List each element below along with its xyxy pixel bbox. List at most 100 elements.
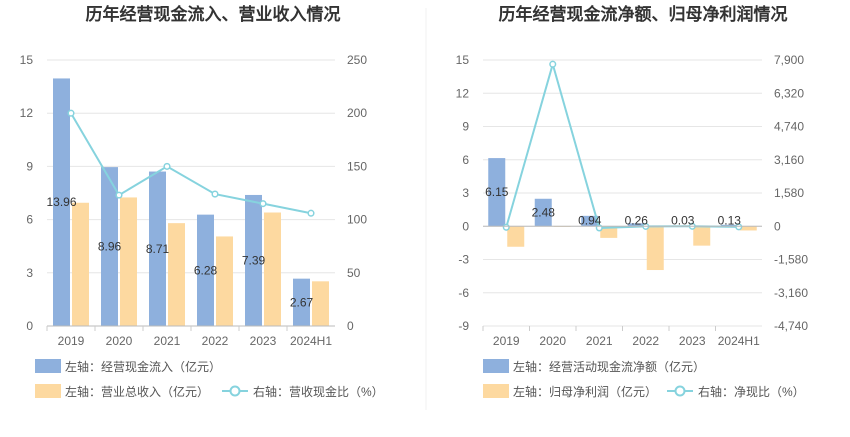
legend-swatch-net-cash-ratio-marker xyxy=(674,385,686,397)
left-axis-tick-label: 0 xyxy=(462,219,469,233)
ratio-line xyxy=(70,112,312,215)
legend-swatch-net-cash-flow xyxy=(483,359,509,373)
chart-left: 历年经营现金流入、营业收入情况 0 3 6 9 12 15 0 50 100 150 200 250… xyxy=(20,4,384,399)
chart-right-legend: 左轴：经营活动现金流净额（亿元） 左轴：归母净利润（亿元） 右轴：净现比（%） xyxy=(483,359,805,399)
left-axis-tick-label: 9 xyxy=(26,159,33,173)
x-tick-label: 2023 xyxy=(679,334,706,348)
ratio-point-2022[interactable] xyxy=(211,190,219,198)
data-label-2021: 8.71 xyxy=(146,242,170,256)
right-axis-tick-label: 200 xyxy=(347,106,367,120)
bar-secondary-2024H1[interactable] xyxy=(739,226,757,231)
chart-right-data-labels: 6.15 2.48 0.94 0.26 0.03 0.13 xyxy=(485,185,741,227)
left-axis-tick-label: -3 xyxy=(458,253,469,267)
x-tick-label: 2020 xyxy=(106,334,133,348)
x-tick-label: 2020 xyxy=(539,334,566,348)
bar-primary-2022[interactable] xyxy=(627,223,645,227)
x-tick-label: 2021 xyxy=(154,334,181,348)
right-axis-tick-label: 4,740 xyxy=(774,120,804,134)
ratio-point-2024H1[interactable] xyxy=(307,209,315,217)
x-tick-label: 2022 xyxy=(632,334,659,348)
chart-left-right-axis: 0 50 100 150 200 250 xyxy=(347,53,367,333)
bar-secondary-2019[interactable] xyxy=(507,226,525,247)
bar-primary-2021[interactable] xyxy=(581,215,599,227)
bar-secondary-2023[interactable] xyxy=(264,212,281,326)
right-axis-tick-label: -3,160 xyxy=(774,286,808,300)
chart-left-legend: 左轴：经营现金流入（亿元） 左轴：营业总收入（亿元） 右轴：营收现金比（%） xyxy=(35,359,384,399)
ratio-point-2024H1[interactable] xyxy=(735,223,743,231)
bar-secondary-2022[interactable] xyxy=(216,236,233,326)
bar-secondary-2024H1[interactable] xyxy=(312,281,329,326)
bar-secondary-2021[interactable] xyxy=(168,223,185,326)
legend-item-cash-revenue-ratio[interactable]: 右轴：营收现金比（%） xyxy=(222,384,384,399)
data-label-2019: 6.15 xyxy=(485,185,509,199)
left-axis-tick-label: 15 xyxy=(20,53,34,67)
bar-primary-2024H1[interactable] xyxy=(293,278,310,326)
bar-primary-2020[interactable] xyxy=(534,198,552,227)
chart-left-bars xyxy=(53,78,329,327)
legend-label-net-profit: 左轴：归母净利润（亿元） xyxy=(513,384,657,399)
left-axis-tick-label: 0 xyxy=(26,319,33,333)
left-axis-tick-label: -6 xyxy=(458,286,469,300)
right-axis-tick-label: 1,580 xyxy=(774,186,804,200)
bar-secondary-2023[interactable] xyxy=(693,226,711,246)
ratio-point-2020[interactable] xyxy=(115,191,123,199)
legend-item-cash-inflow[interactable]: 左轴：经营现金流入（亿元） xyxy=(35,359,221,374)
ratio-point-2020[interactable] xyxy=(549,60,557,68)
right-axis-tick-label: 7,900 xyxy=(774,53,804,67)
left-axis-tick-label: 3 xyxy=(462,186,469,200)
legend-swatch-cash-revenue-ratio-marker xyxy=(229,385,241,397)
right-axis-tick-label: 0 xyxy=(774,219,781,233)
right-axis-tick-label: -1,580 xyxy=(774,253,808,267)
data-label-2023: 7.39 xyxy=(242,253,266,267)
left-axis-tick-label: 15 xyxy=(456,53,470,67)
legend-label-net-cash-flow: 左轴：经营活动现金流净额（亿元） xyxy=(513,359,705,374)
data-label-2021: 0.94 xyxy=(578,213,602,227)
ratio-point-2019[interactable] xyxy=(502,223,510,231)
data-label-2022: 6.28 xyxy=(194,263,218,277)
x-tick-label: 2019 xyxy=(493,334,520,348)
legend-item-net-profit[interactable]: 左轴：归母净利润（亿元） xyxy=(483,384,657,399)
legend-label-cash-revenue-ratio: 右轴：营收现金比（%） xyxy=(253,384,384,399)
left-axis-tick-label: 9 xyxy=(462,120,469,134)
legend-item-net-cash-ratio[interactable]: 右轴：净现比（%） xyxy=(667,384,805,399)
bar-primary-2022[interactable] xyxy=(197,214,214,326)
legend-item-revenue[interactable]: 左轴：营业总收入（亿元） xyxy=(35,384,209,399)
bar-primary-2021[interactable] xyxy=(149,171,166,326)
right-axis-tick-label: 150 xyxy=(347,159,367,173)
data-label-2024H1: 2.67 xyxy=(290,295,314,309)
left-axis-tick-label: 12 xyxy=(20,106,34,120)
bar-primary-2020[interactable] xyxy=(101,167,118,326)
legend-swatch-revenue xyxy=(35,384,61,398)
legend-swatch-cash-inflow xyxy=(35,359,61,373)
chart-left-title: 历年经营现金流入、营业收入情况 xyxy=(86,4,341,24)
right-axis-tick-label: 6,320 xyxy=(774,86,804,100)
chart-left-left-axis: 0 3 6 9 12 15 xyxy=(20,53,34,333)
ratio-point-2021[interactable] xyxy=(163,162,171,170)
left-axis-tick-label: -9 xyxy=(458,319,469,333)
x-tick-label: 2019 xyxy=(58,334,85,348)
bar-primary-2019[interactable] xyxy=(488,158,506,227)
chart-left-gridlines xyxy=(47,59,335,327)
legend-item-net-cash-flow[interactable]: 左轴：经营活动现金流净额（亿元） xyxy=(483,359,705,374)
right-axis-tick-label: 100 xyxy=(347,213,367,227)
bar-primary-2023[interactable] xyxy=(245,194,262,326)
bar-primary-2024H1[interactable] xyxy=(720,224,738,227)
bar-primary-2019[interactable] xyxy=(53,78,70,327)
chart-right-gridlines xyxy=(483,59,762,327)
bar-secondary-2022[interactable] xyxy=(646,226,664,271)
ratio-point-2023[interactable] xyxy=(259,200,267,208)
chart-right-title: 历年经营现金流净额、归母净利润情况 xyxy=(499,4,788,24)
data-label-2022: 0.26 xyxy=(625,213,649,227)
right-axis-tick-label: 0 xyxy=(347,319,354,333)
bar-secondary-2020[interactable] xyxy=(120,197,137,326)
x-tick-label: 2024H1 xyxy=(290,334,332,348)
bar-secondary-2021[interactable] xyxy=(600,226,618,238)
right-axis-tick-label: -4,740 xyxy=(774,319,808,333)
data-label-2020: 2.48 xyxy=(532,206,556,220)
data-label-2023: 0.03 xyxy=(671,213,695,227)
chart-left-data-labels: 13.96 8.96 8.71 6.28 7.39 2.67 xyxy=(46,195,313,309)
ratio-point-2019[interactable] xyxy=(67,109,75,117)
data-label-2020: 8.96 xyxy=(98,240,122,254)
bar-secondary-2019[interactable] xyxy=(72,202,89,326)
